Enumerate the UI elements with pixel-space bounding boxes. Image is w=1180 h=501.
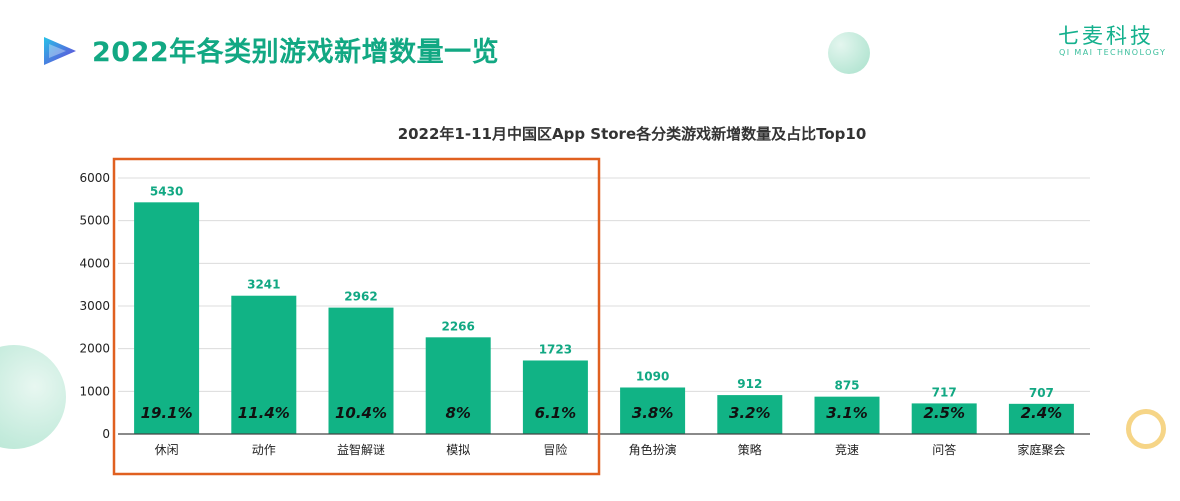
x-category-label: 模拟 (446, 443, 470, 457)
bar-value-label: 2266 (441, 319, 474, 333)
bar (328, 307, 394, 434)
x-category-label: 动作 (252, 443, 276, 457)
bar-value-label: 912 (737, 377, 762, 391)
x-category-label: 家庭聚会 (1017, 442, 1065, 457)
x-category-label: 休闲 (155, 443, 179, 457)
bar-value-label: 2962 (344, 290, 377, 304)
bar-share-label: 6.1% (535, 404, 577, 422)
bar-value-label: 707 (1029, 386, 1054, 400)
bar-value-label: 1090 (636, 369, 669, 383)
decorative-circle (828, 32, 870, 74)
bar (231, 295, 297, 434)
y-axis: 0 1000 2000 3000 4000 5000 6000 (79, 171, 110, 441)
bar-share-label: 11.4% (238, 404, 290, 422)
bar (911, 403, 977, 434)
bar-share-label: 8% (445, 404, 470, 422)
bar (425, 337, 491, 434)
bar (814, 396, 880, 434)
bar (620, 387, 686, 434)
x-category-label: 冒险 (543, 442, 567, 457)
bar-share-label: 2.4% (1021, 404, 1063, 422)
bar-value-label: 717 (932, 385, 957, 399)
bar-value-label: 3241 (247, 278, 280, 292)
play-triangle-icon (44, 37, 76, 65)
x-category-label: 竞速 (835, 443, 859, 457)
x-axis-categories: 休闲 动作 益智解谜 模拟 冒险 角色扮演 策略 竞速 问答 家庭聚会 (155, 442, 1066, 457)
bar-share-label: 10.4% (335, 404, 387, 422)
grid-lines (118, 177, 1090, 392)
bar (134, 202, 200, 434)
y-tick-label: 1000 (79, 384, 110, 398)
bar-share-label: 3.2% (729, 404, 771, 422)
bar (717, 395, 783, 434)
bars: 5430 19.1% 3241 11.4% 2962 10.4% 2266 8% 1723 6.1… (134, 184, 1074, 434)
chart-title: 2022年1-11月中国区App Store各分类游戏新增数量及占比Top10 (398, 125, 867, 143)
bar-value-label: 5430 (150, 184, 183, 198)
x-category-label: 益智解谜 (337, 442, 385, 457)
logo-text: 七麦科技 (1058, 24, 1154, 48)
bar-share-label: 3.8% (632, 404, 674, 422)
x-category-label: 问答 (932, 442, 956, 457)
y-tick-label: 5000 (79, 214, 110, 228)
x-category-label: 策略 (738, 442, 762, 457)
bar-value-label: 1723 (539, 342, 572, 356)
bar (522, 360, 588, 434)
bar-share-label: 3.1% (826, 404, 868, 422)
y-tick-label: 0 (102, 427, 110, 441)
highlight-box (112, 157, 601, 476)
y-tick-label: 3000 (79, 299, 110, 313)
y-tick-label: 4000 (79, 256, 110, 270)
bar-value-label: 875 (834, 379, 859, 393)
decorative-ring (1126, 409, 1166, 449)
x-category-label: 角色扮演 (629, 442, 677, 457)
y-tick-label: 6000 (79, 171, 110, 185)
bar-share-label: 19.1% (141, 404, 193, 422)
page-title: 2022年各类别游戏新增数量一览 (92, 37, 500, 68)
bar-share-label: 2.5% (923, 404, 965, 422)
bar (1008, 403, 1074, 434)
logo-subtext: QI MAI TECHNOLOGY (1059, 48, 1167, 57)
y-tick-label: 2000 (79, 342, 110, 356)
